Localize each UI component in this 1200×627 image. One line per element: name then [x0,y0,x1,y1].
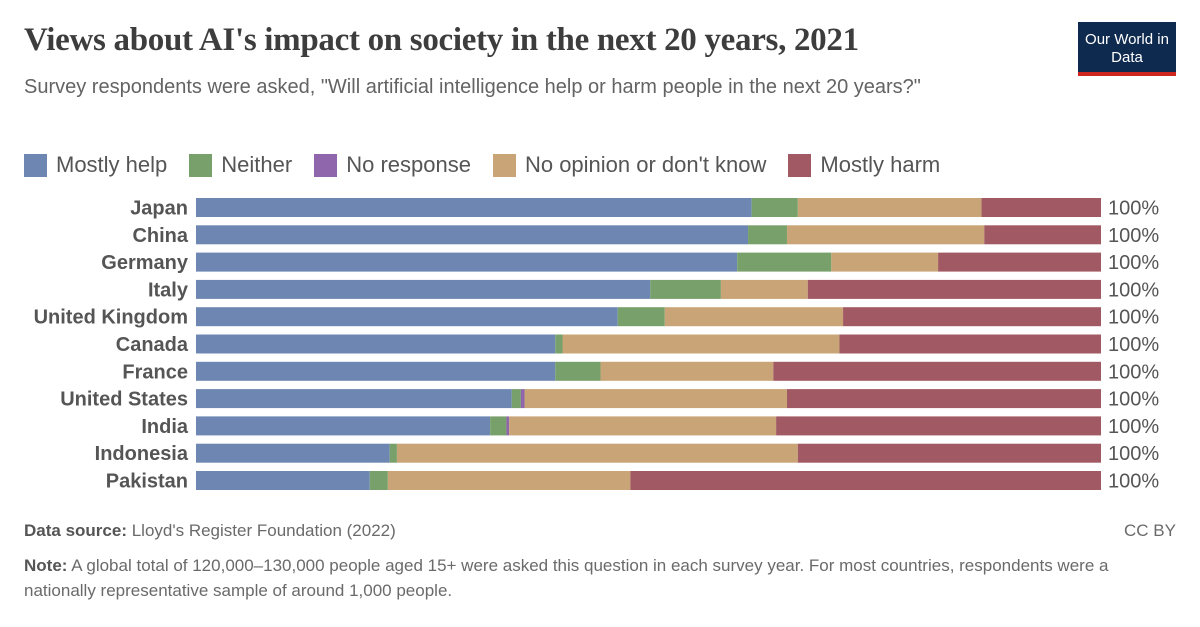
source-line: Data source: Lloyd's Register Foundation… [24,518,396,543]
legend-label: Mostly harm [820,152,941,177]
total-label: 100% [1108,252,1159,274]
bar-segment[interactable] [396,443,798,463]
license[interactable]: CC BY [1124,521,1176,540]
bar-segment[interactable] [938,252,1101,272]
chart-title: Views about AI's impact on society in th… [24,22,859,58]
bar-segment[interactable] [720,279,808,299]
note-text: A global total of 120,000–130,000 people… [24,556,1109,600]
bar-segment[interactable] [984,225,1101,245]
bar-segment[interactable] [617,307,665,327]
bar-segment[interactable] [843,307,1101,327]
category-label: Canada [116,334,189,356]
owid-logo[interactable]: Our World in Data [1078,22,1176,76]
bar-segment[interactable] [555,361,601,381]
legend-label: Neither [221,152,293,177]
category-label: France [122,361,188,383]
chart-subtitle: Survey respondents were asked, "Will art… [24,76,921,98]
source-label: Data source: [24,521,127,540]
category-label: China [132,225,188,247]
bar-segment[interactable] [630,471,1101,490]
bar-segment[interactable] [797,198,982,217]
bar-segment[interactable] [650,279,721,299]
bar-segment[interactable] [981,198,1101,217]
legend-swatch [788,153,812,177]
bar-segment[interactable] [786,389,1101,409]
total-label: 100% [1108,443,1159,465]
category-label: Pakistan [106,471,188,493]
bar-segment[interactable] [520,389,525,409]
category-label: United States [60,389,188,411]
legend-swatch [24,153,47,177]
bar-segment[interactable] [773,361,1101,381]
legend-label: No response [346,152,471,177]
category-label: Indonesia [95,443,189,465]
bar-segment[interactable] [509,416,777,436]
bar-segment[interactable] [196,252,738,272]
total-label: 100% [1108,334,1159,356]
bar-segment[interactable] [387,471,631,490]
bar-segment[interactable] [562,334,840,354]
bar-segment[interactable] [524,389,787,409]
bar-segment[interactable] [196,307,618,327]
category-label: United Kingdom [34,307,188,329]
bar-segment[interactable] [196,389,512,409]
legend-label: No opinion or don't know [524,152,767,177]
bar-segment[interactable] [196,443,390,463]
total-label: 100% [1108,361,1159,383]
category-label: India [141,416,189,438]
bar-segment[interactable] [751,198,798,217]
bar-segment[interactable] [555,334,563,354]
bar-segment[interactable] [196,279,651,299]
legend-swatch [492,153,516,177]
total-label: 100% [1108,307,1159,329]
bar-segment[interactable] [786,225,985,245]
total-label: 100% [1108,416,1159,438]
legend-item[interactable]: Neither [189,152,292,178]
legend-label: Mostly help [56,152,168,177]
bar-segment[interactable] [196,416,491,436]
legend-item[interactable]: No response [314,152,471,178]
legend-swatch [189,153,213,177]
bar-segment[interactable] [664,307,844,327]
bar-segment[interactable] [807,279,1101,299]
total-label: 100% [1108,389,1159,411]
category-label: Italy [148,279,189,301]
legend-item[interactable]: Mostly help [24,152,167,178]
bar-segment[interactable] [511,389,521,409]
legend: Mostly help Neither No response No opinion … [24,152,940,178]
bar-segment[interactable] [506,416,510,436]
bar-segment[interactable] [196,334,556,354]
bar-segment[interactable] [600,361,774,381]
total-label: 100% [1108,471,1159,493]
total-label: 100% [1108,279,1159,301]
bar-segment[interactable] [776,416,1101,436]
bar-segment[interactable] [196,471,370,490]
note: Note: A global total of 120,000–130,000 … [24,553,1174,603]
category-label: Germany [101,252,189,274]
bar-segment[interactable] [797,443,1101,463]
bar-segment[interactable] [196,225,749,245]
source-text[interactable]: Lloyd's Register Foundation (2022) [131,521,396,540]
category-label: Japan [130,198,188,220]
legend-item[interactable]: Mostly harm [788,152,940,178]
note-label: Note: [24,556,68,575]
total-label: 100% [1108,225,1159,247]
legend-item[interactable]: No opinion or don't know [492,152,767,178]
bar-segment[interactable] [369,471,388,490]
bar-segment[interactable] [196,198,752,217]
bar-segment[interactable] [490,416,507,436]
bar-segment[interactable] [737,252,832,272]
bar-segment[interactable] [831,252,939,272]
legend-swatch [314,153,338,177]
bar-segment[interactable] [839,334,1101,354]
bar-segment[interactable] [389,443,397,463]
total-label: 100% [1108,198,1159,220]
bar-segment[interactable] [748,225,787,245]
bar-segment[interactable] [196,361,556,381]
